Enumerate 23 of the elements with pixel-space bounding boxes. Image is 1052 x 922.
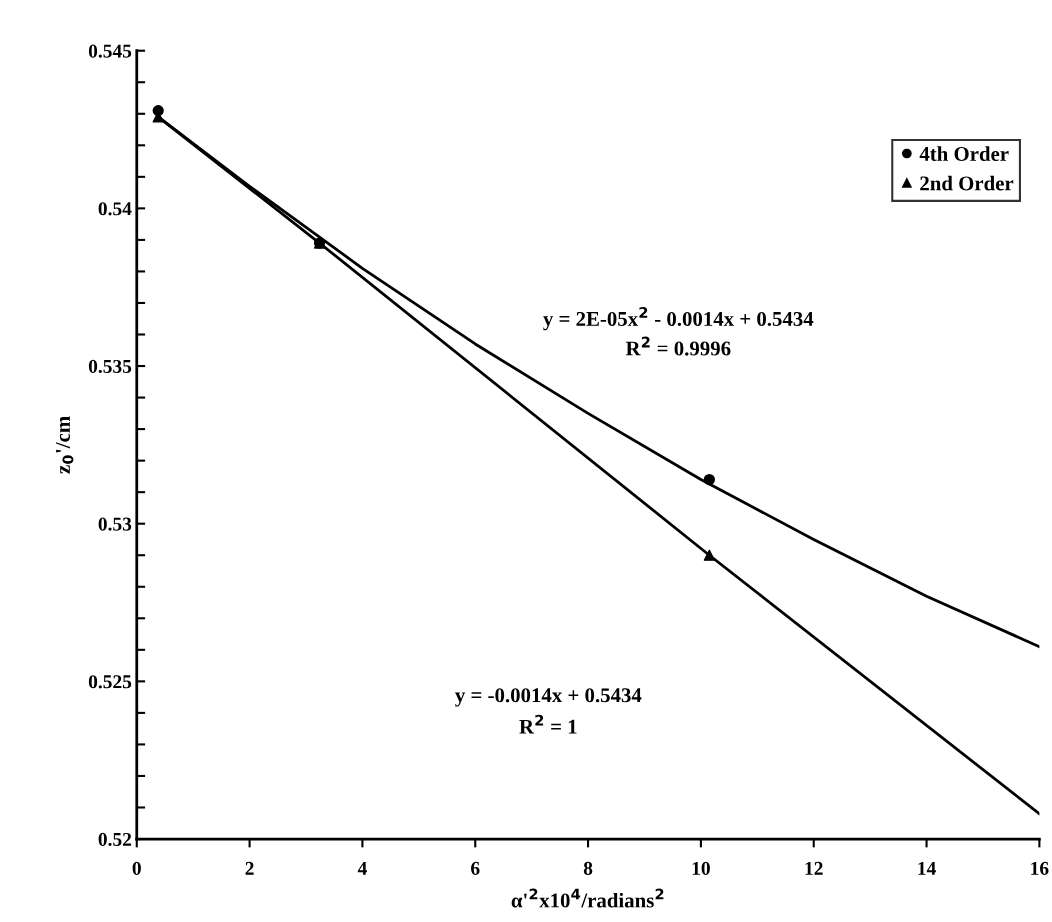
x-tick-label: 8 bbox=[583, 861, 593, 875]
x-tick-label: 14 bbox=[918, 861, 936, 875]
x-tick-label: 12 bbox=[805, 861, 823, 875]
y-tick-label: 0.525 bbox=[88, 675, 132, 689]
y-axis-title: z$_{0}$'/cm bbox=[56, 416, 74, 474]
annotation: R$^{2}$ = 0.9996 bbox=[625, 336, 731, 356]
y-tick-label: 0.53 bbox=[98, 517, 132, 531]
legend-label: 2nd Order bbox=[920, 175, 1014, 191]
y-tick-label: 0.535 bbox=[88, 359, 132, 374]
x-axis-title: α'$^{2}$x10$^{4}$/radians$^{2}$ bbox=[511, 888, 664, 908]
annotation: y = 2E-05x$^{2}$ - 0.0014x + 0.5434 bbox=[543, 306, 814, 331]
x-tick-label: 0 bbox=[132, 861, 141, 875]
annotation: y = -0.0014x + 0.5434 bbox=[455, 688, 642, 707]
legend-label: 4th Order bbox=[919, 146, 1009, 161]
y-tick-label: 0.52 bbox=[98, 832, 132, 847]
x-tick-label: 2 bbox=[245, 861, 254, 875]
x-tick-label: 6 bbox=[471, 861, 480, 875]
y-tick-label: 0.54 bbox=[98, 202, 132, 216]
x-tick-label: 10 bbox=[692, 861, 710, 875]
y-tick-label: 0.545 bbox=[88, 44, 132, 58]
x-tick-label: 4 bbox=[357, 861, 367, 875]
x-tick-label: 16 bbox=[1031, 861, 1049, 875]
annotation: R$^{2}$ = 1 bbox=[519, 714, 577, 734]
